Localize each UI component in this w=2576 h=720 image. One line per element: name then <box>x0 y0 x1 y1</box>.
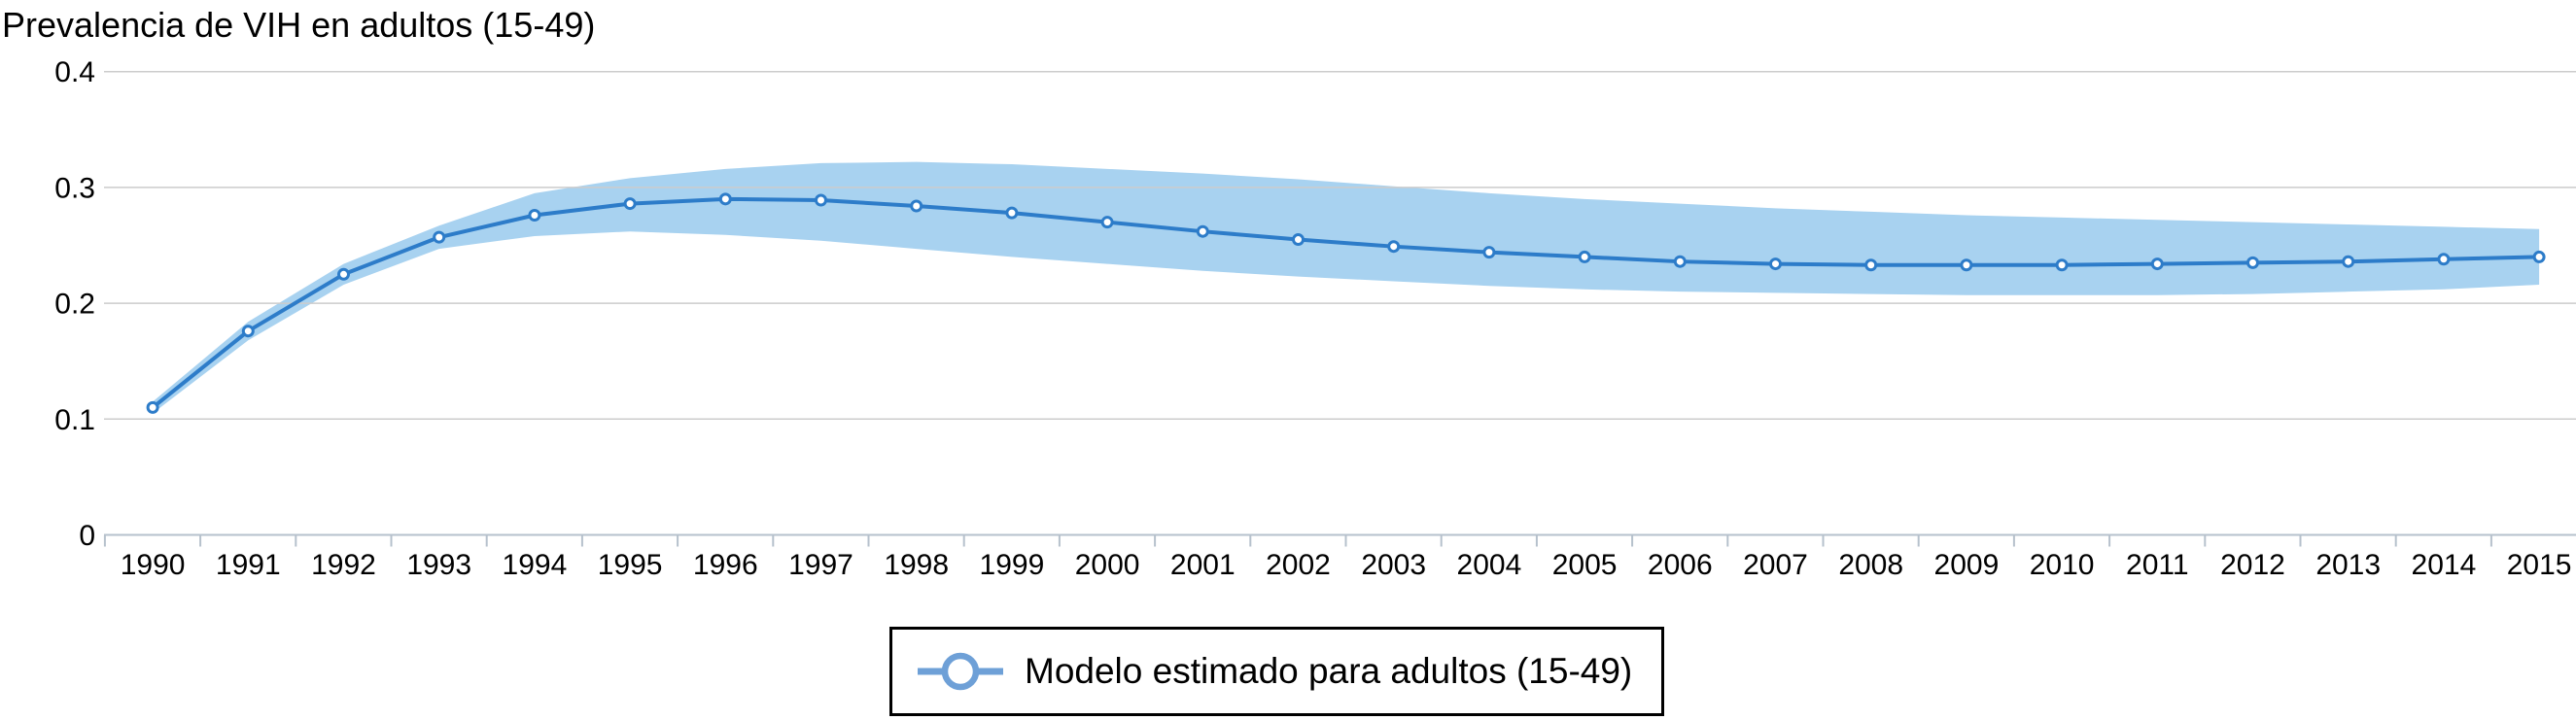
data-point-marker[interactable] <box>1673 255 1687 268</box>
x-tick-label: 2002 <box>1266 549 1331 581</box>
x-tick-label: 1993 <box>406 549 471 581</box>
confidence-band <box>153 161 2540 414</box>
data-point-marker[interactable] <box>1769 257 1782 271</box>
x-tick-label: 1994 <box>503 549 568 581</box>
y-tick-label: 0 <box>79 520 95 552</box>
legend-label: Modelo estimado para adultos (15-49) <box>1025 651 1633 691</box>
line-chart-plot: 0 0.1 0.2 0.3 0.4 1990 1991 1992 1993 1994 1995 199… <box>54 56 2576 581</box>
legend-marker-icon <box>918 652 1003 691</box>
data-point-marker[interactable] <box>1387 240 1401 254</box>
data-point-marker[interactable] <box>1864 258 1878 272</box>
data-point-marker[interactable] <box>2342 255 2355 268</box>
data-point-marker[interactable] <box>2055 258 2069 272</box>
x-tick-label: 2000 <box>1075 549 1140 581</box>
x-tick-label: 1999 <box>980 549 1045 581</box>
data-point-marker[interactable] <box>2246 256 2259 269</box>
data-point-marker[interactable] <box>433 230 446 244</box>
x-tick-label: 2004 <box>1457 549 1522 581</box>
x-tick-label: 2010 <box>2030 549 2095 581</box>
y-tick-label: 0.4 <box>54 56 95 88</box>
x-tick-label: 2011 <box>2126 549 2189 581</box>
data-point-marker[interactable] <box>2437 253 2451 266</box>
data-point-marker[interactable] <box>1292 233 1305 247</box>
y-tick-label: 0.2 <box>54 289 95 321</box>
x-tick-label: 1990 <box>121 549 186 581</box>
x-tick-label: 1991 <box>216 549 281 581</box>
chart-title: Prevalencia de VIH en adultos (15-49) <box>2 5 596 45</box>
data-point-marker[interactable] <box>2150 257 2164 271</box>
data-point-marker[interactable] <box>1100 216 1114 229</box>
data-point-marker[interactable] <box>1960 258 1973 272</box>
data-point-marker[interactable] <box>1196 224 1209 238</box>
x-tick-label: 2006 <box>1648 549 1713 581</box>
x-tick-label: 2007 <box>1743 549 1808 581</box>
series-line <box>151 196 2542 410</box>
x-tick-label: 1998 <box>884 549 949 581</box>
x-tick-label: 2014 <box>2412 549 2477 581</box>
data-point-marker[interactable] <box>337 267 350 281</box>
data-point-marker[interactable] <box>2532 250 2546 263</box>
data-point-marker[interactable] <box>623 197 637 211</box>
data-point-marker[interactable] <box>1578 250 1591 263</box>
y-tick-label: 0.1 <box>54 404 95 436</box>
x-tick-label: 2003 <box>1361 549 1426 581</box>
x-tick-label: 2013 <box>2315 549 2381 581</box>
x-tick-label: 2015 <box>2507 549 2572 581</box>
data-point-marker[interactable] <box>528 209 541 223</box>
data-point-marker[interactable] <box>1005 206 1019 220</box>
data-point-marker[interactable] <box>910 199 923 213</box>
x-tick-label: 2009 <box>1934 549 2000 581</box>
x-tick-label: 1997 <box>788 549 853 581</box>
data-point-marker[interactable] <box>718 192 732 206</box>
data-point-marker[interactable] <box>1482 246 1496 259</box>
data-point-marker[interactable] <box>146 400 159 414</box>
y-tick-label: 0.3 <box>54 172 95 204</box>
x-tick-label: 2012 <box>2220 549 2285 581</box>
data-point-marker[interactable] <box>241 325 255 338</box>
data-point-marker[interactable] <box>815 193 827 207</box>
legend[interactable]: Modelo estimado para adultos (15-49) <box>889 627 1664 716</box>
x-tick-label: 2008 <box>1838 549 1903 581</box>
x-tick-label: 1992 <box>311 549 376 581</box>
x-tick-label: 2001 <box>1170 549 1236 581</box>
x-tick-label: 1996 <box>693 549 758 581</box>
x-tick-label: 2005 <box>1552 549 1618 581</box>
x-tick-label: 1995 <box>598 549 663 581</box>
